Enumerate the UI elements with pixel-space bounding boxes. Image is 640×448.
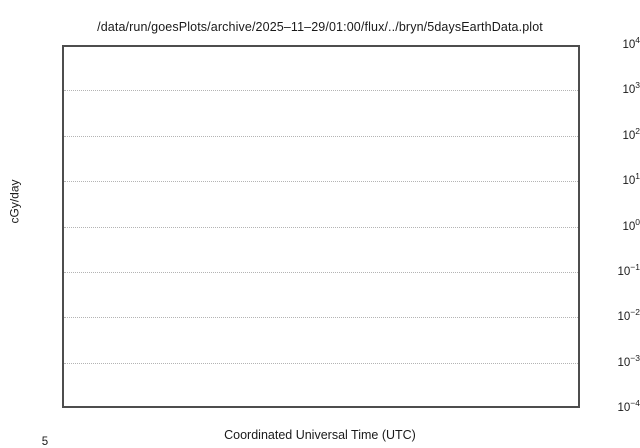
- y-axis-tick-label: 10−1: [617, 262, 640, 278]
- y-axis-tick-label: 10−3: [617, 352, 640, 369]
- y-axis-tick-label: 10−2: [617, 307, 640, 324]
- y-axis-tick-label: 100: [622, 216, 640, 233]
- y-axis-tick-label: 101: [622, 171, 640, 188]
- gridline: [64, 362, 578, 364]
- gridline: [64, 90, 578, 92]
- plot-inner-canvas: [64, 47, 578, 406]
- x-axis-tick-label-first: 5: [41, 436, 49, 447]
- y-axis-title: cGy/day: [7, 179, 22, 224]
- data-series-layer: [64, 47, 578, 406]
- y-axis-tick-label: 10−4: [617, 398, 640, 414]
- chart-title: /data/run/goesPlots/archive/2025–11–29/0…: [97, 20, 543, 34]
- plot-area: [62, 45, 580, 408]
- gridline: [64, 181, 578, 183]
- gridline: [64, 226, 578, 228]
- gridline: [64, 271, 578, 273]
- x-axis-title: Coordinated Universal Time (UTC): [224, 428, 416, 442]
- y-axis-tick-label: 103: [622, 80, 640, 97]
- gridline: [64, 135, 578, 137]
- y-axis-tick-label: 102: [622, 125, 640, 142]
- y-axis-tick-label: 104: [622, 35, 640, 51]
- gridline: [64, 317, 578, 319]
